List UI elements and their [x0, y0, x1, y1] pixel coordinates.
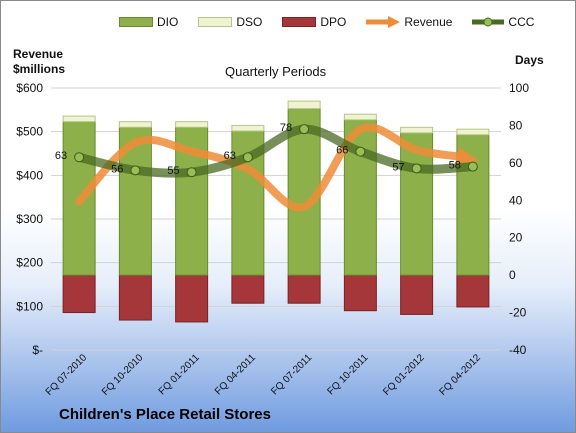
bar-dpo [175, 274, 209, 323]
legend-item-revenue: Revenue [366, 15, 452, 29]
bar-dpo [343, 274, 377, 312]
category-label: FQ 07-2011 [269, 352, 314, 397]
legend-arrow-icon [366, 16, 401, 28]
left-tick-label: $600 [16, 81, 43, 95]
right-tick-label: 80 [509, 118, 523, 132]
revenue-line [75, 123, 469, 212]
bar-dpo [118, 274, 152, 321]
left-tick-label: $300 [16, 212, 43, 226]
legend-item-dpo: DPO [282, 15, 346, 29]
left-tick-label: $100 [16, 299, 43, 313]
legend-item-dso: DSO [198, 15, 262, 29]
bar-dpo [400, 274, 434, 315]
left-axis-title-line2: $millions [13, 62, 66, 76]
ccc-data-label: 58 [449, 160, 461, 172]
chart-title: Children's Place Retail Stores [59, 406, 271, 423]
right-tick-label: 100 [509, 81, 529, 95]
legend: DIO DSO DPO Revenue CCC [119, 15, 554, 29]
legend-swatch-dpo [282, 17, 317, 27]
bar-dso [287, 100, 321, 110]
legend-label-revenue: Revenue [404, 15, 453, 29]
ccc-data-label: 63 [55, 150, 67, 162]
right-tick-label: 60 [509, 156, 523, 170]
bar-dio [400, 132, 434, 276]
ccc-point [186, 167, 197, 178]
category-label: FQ 07-2010 [44, 352, 90, 398]
right-axis-title: Days [515, 53, 544, 67]
left-axis-title-line1: Revenue [13, 47, 64, 61]
legend-line-marker-icon [472, 17, 505, 27]
bar-dso [400, 126, 434, 134]
ccc-point [411, 163, 422, 174]
legend-label-dpo: DPO [320, 15, 347, 29]
legend-item-ccc: CCC [472, 15, 534, 29]
right-tick-label: -40 [509, 343, 527, 357]
bar-dpo [231, 274, 265, 304]
category-label: FQ 10-2010 [100, 352, 146, 398]
chart-subtitle: Quarterly Periods [225, 64, 327, 79]
ccc-data-label: 78 [280, 122, 292, 134]
ccc-point [467, 161, 478, 172]
right-tick-label: 0 [509, 268, 516, 282]
category-label: FQ 04-2011 [213, 352, 258, 397]
bar-dso [118, 121, 152, 128]
bar-dso [231, 124, 265, 132]
category-label: FQ 01-2011 [157, 352, 202, 397]
revenue-arrowhead [454, 147, 479, 168]
ccc-point [242, 152, 253, 163]
bar-dpo [456, 274, 490, 308]
ccc-point [299, 124, 310, 135]
ccc-data-label: 63 [224, 150, 236, 162]
ccc-data-label: 57 [392, 161, 404, 173]
bar-dso [456, 128, 490, 136]
legend-label-ccc: CCC [508, 15, 535, 29]
ccc-line [74, 124, 478, 178]
category-label: FQ 10-2011 [326, 352, 371, 397]
left-tick-label: $400 [16, 168, 43, 182]
legend-swatch-dio [119, 17, 153, 27]
bar-dpo [287, 274, 321, 304]
left-tick-label: $200 [16, 256, 43, 270]
left-tick-label: $- [32, 343, 43, 357]
right-tick-label: -20 [509, 306, 527, 320]
category-label: FQ 01-2012 [381, 352, 427, 398]
legend-label-dso: DSO [236, 15, 263, 29]
bar-dso [62, 115, 96, 123]
category-label: FQ 04-2012 [437, 352, 483, 398]
legend-item-dio: DIO [119, 15, 178, 29]
bar-dio [118, 126, 152, 276]
legend-label-dio: DIO [157, 15, 179, 29]
ccc-data-label: 66 [336, 145, 348, 157]
ccc-point [130, 165, 141, 176]
legend-swatch-dso [198, 17, 233, 27]
right-tick-label: 40 [509, 193, 523, 207]
ccc-data-label: 56 [111, 163, 123, 175]
ccc-data-label: 55 [167, 165, 179, 177]
bar-dpo [62, 274, 96, 314]
left-tick-label: $500 [16, 125, 43, 139]
right-tick-label: 20 [509, 231, 523, 245]
bar-dso [343, 113, 377, 121]
bar-dso [175, 121, 209, 128]
left-axis-title: Revenue $millions [13, 47, 65, 77]
ccc-point [355, 146, 366, 157]
ccc-point [74, 152, 85, 163]
